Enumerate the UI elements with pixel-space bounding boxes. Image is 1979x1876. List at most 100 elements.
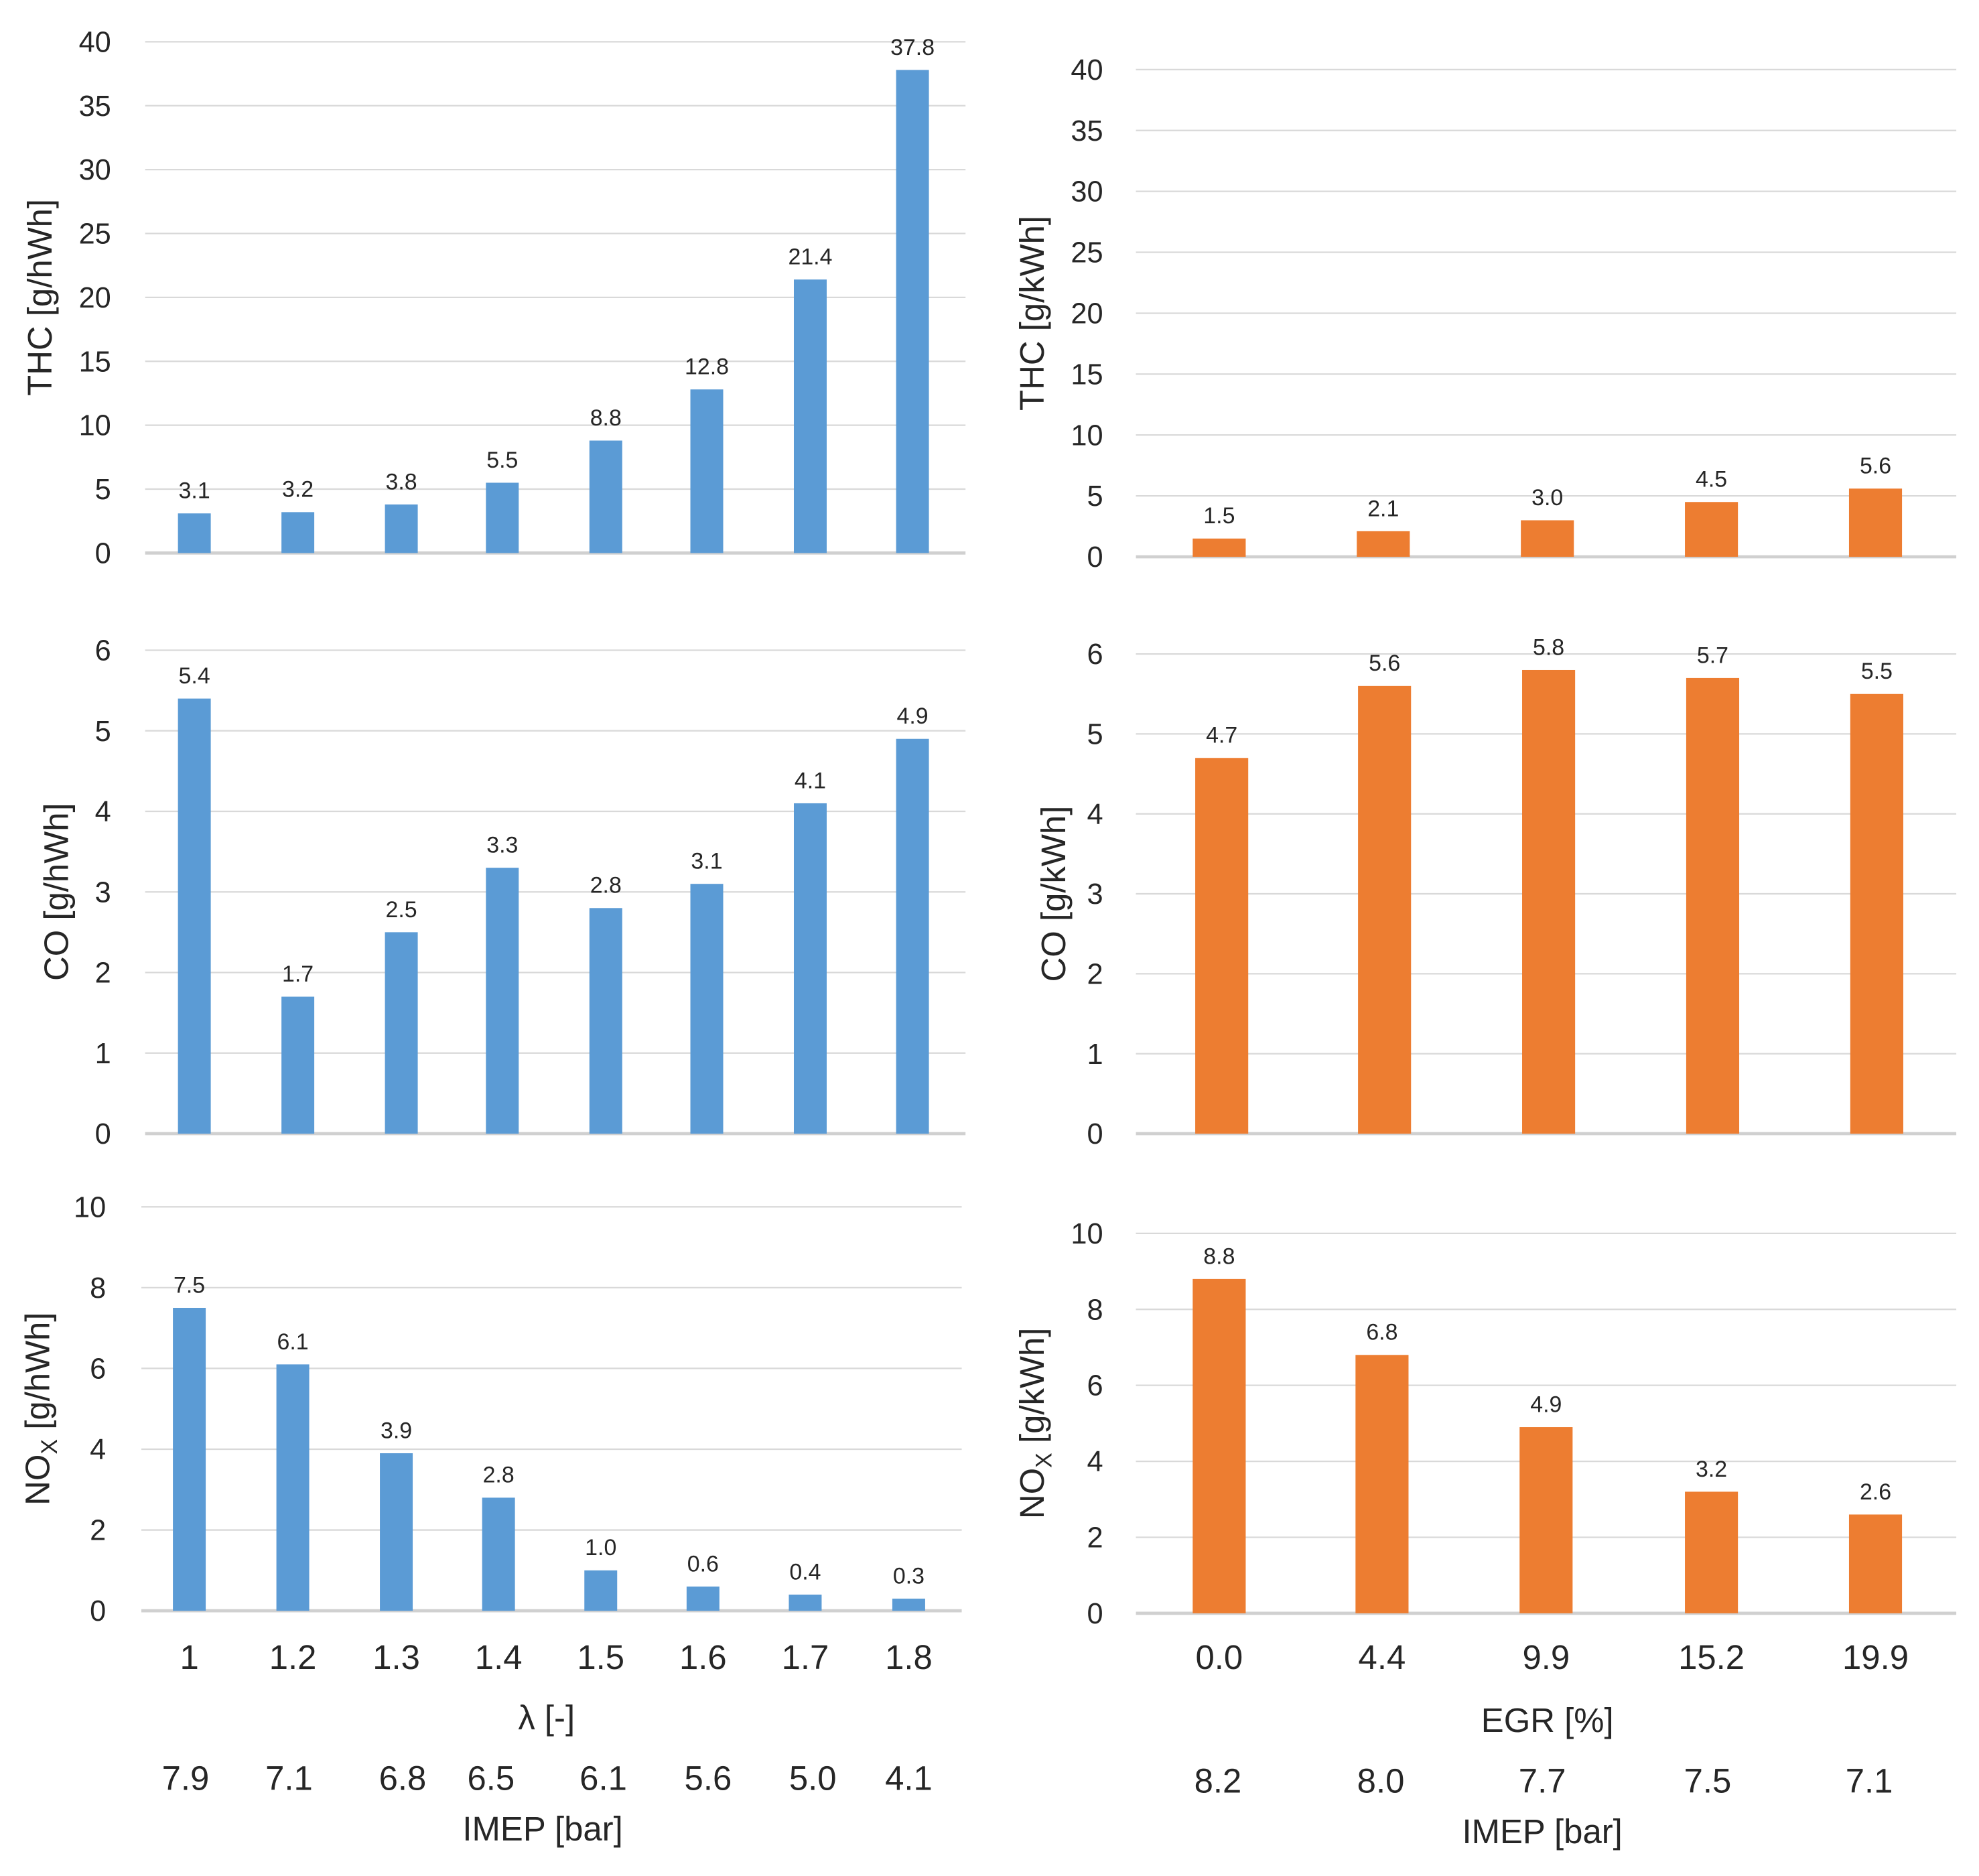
bar-1.2: [281, 512, 315, 553]
imep-value: 7.1: [265, 1759, 313, 1798]
y-axis-title-rest: [g/hWh]: [18, 1313, 56, 1439]
data-label: 2.1: [1367, 496, 1399, 521]
bar-1.4: [486, 482, 519, 553]
x-tick-label: 1.3: [372, 1638, 420, 1676]
data-label: 0.6: [687, 1551, 719, 1577]
y-axis-title: CO [g/hWh]: [38, 803, 76, 981]
chart-co-egr: 0 1 2 3 4 5 6 4.7 5.6 5.8 5.7 5.5 CO [g/kWh]: [1034, 634, 1957, 1150]
y-tick-label: 20: [79, 282, 111, 314]
bar-1.3: [380, 1453, 413, 1611]
y-tick-label: 8: [90, 1272, 106, 1304]
y-tick-label: 10: [1071, 1218, 1103, 1250]
bar-1.3: [385, 504, 418, 553]
data-label: 2.6: [1860, 1479, 1891, 1505]
y-tick-label: 1: [95, 1038, 111, 1070]
bar-0.0: [1192, 538, 1246, 557]
bar-1.4: [482, 1497, 515, 1611]
bar-1: [178, 513, 211, 553]
subscript-x: X: [37, 1439, 62, 1455]
data-label: 3.0: [1531, 485, 1563, 511]
chart-nox-egr: 0 2 4 6 8 10 8.8 6.8 4.9 3.2 2.6 NOX [g/kWh] 0.0 4.4 9…: [1013, 1218, 1957, 1851]
y-tick-label: 0: [1087, 1598, 1103, 1630]
data-label: 21.4: [788, 245, 832, 270]
bar-4.4: [1357, 531, 1410, 557]
y-tick-label: 20: [1071, 298, 1103, 330]
bar-9.9: [1522, 669, 1576, 1134]
y-tick-label: 2: [1087, 1522, 1103, 1554]
bar-1.3: [385, 932, 418, 1134]
bar-1.5: [589, 908, 622, 1134]
bar-1.7: [793, 803, 827, 1134]
y-tick-label: 6: [95, 635, 111, 667]
x-tick-label: 1.5: [577, 1638, 624, 1676]
y-tick-label: 2: [90, 1515, 106, 1547]
x-axis-title: EGR [%]: [1481, 1701, 1614, 1739]
data-label: 3.2: [282, 477, 314, 503]
y-tick-label: 30: [1071, 176, 1103, 208]
bar-1.8: [896, 738, 929, 1134]
imep-value: 6.5: [467, 1759, 515, 1798]
y-tick-label: 0: [1087, 1118, 1103, 1150]
bar-1.2: [276, 1364, 310, 1611]
chart-thc-egr: 0 5 10 15 20 25 30 35 40 1.5 2.1 3.0 4.5 5.6 THC [g/kW…: [1013, 54, 1957, 574]
x-tick-label: 9.9: [1522, 1638, 1570, 1676]
y-tick-label: 4: [95, 796, 111, 828]
data-label: 3.2: [1696, 1457, 1727, 1482]
data-label: 0.4: [789, 1559, 821, 1585]
y-tick-label: 0: [1087, 541, 1103, 574]
imep-value: 7.7: [1519, 1761, 1566, 1800]
y-tick-label: 25: [79, 218, 111, 251]
y-tick-label: 40: [1071, 54, 1103, 86]
imep-value: 8.0: [1357, 1761, 1405, 1800]
data-label: 3.3: [486, 833, 518, 858]
bar-1.6: [690, 884, 724, 1134]
imep-value: 7.1: [1846, 1761, 1893, 1800]
x-tick-label: 1.7: [782, 1638, 829, 1676]
data-label: 5.7: [1697, 643, 1728, 668]
x-tick-label: 4.4: [1359, 1638, 1406, 1676]
imep-value: 8.2: [1195, 1761, 1242, 1800]
y-tick-label: 3: [95, 876, 111, 909]
x-tick-label: 1.8: [885, 1638, 933, 1676]
y-tick-label: 35: [1071, 115, 1103, 147]
x-tick-label: 15.2: [1678, 1638, 1745, 1676]
imep-value: 7.5: [1684, 1761, 1732, 1800]
imep-axis-title: IMEP [bar]: [462, 1810, 622, 1848]
chart-co-lambda: 0 1 2 3 4 5 6 5.4 1.7 2.5 3.3 2.8 3.1 4.1 4.9 CO [g/hWh…: [38, 635, 966, 1150]
imep-value: 7.9: [162, 1759, 210, 1798]
data-label: 4.5: [1696, 467, 1727, 492]
y-axis-title: CO [g/kWh]: [1034, 806, 1073, 982]
data-label: 4.9: [1530, 1392, 1562, 1417]
y-tick-label: 1: [1087, 1038, 1103, 1071]
imep-value: 5.6: [685, 1759, 732, 1798]
data-label: 4.9: [897, 704, 929, 729]
data-label: 7.5: [174, 1272, 205, 1298]
y-tick-label: 3: [1087, 878, 1103, 911]
bar-1.8: [896, 70, 929, 553]
bar-1.2: [281, 996, 315, 1134]
y-axis-title: NOX [g/kWh]: [1013, 1328, 1056, 1519]
data-label: 5.5: [486, 448, 518, 473]
y-tick-label: 15: [1071, 358, 1103, 391]
y-tick-label: 10: [1071, 419, 1103, 452]
chart-nox-lambda: 0 2 4 6 8 10 7.5 6.1 3.9 2.8 1.0 0.6 0.4 0.3 NOX [g/hW…: [18, 1191, 962, 1848]
y-tick-label: 0: [95, 1118, 111, 1150]
y-tick-label: 30: [79, 154, 111, 186]
y-tick-label: 5: [1087, 480, 1103, 513]
subscript-x: X: [1031, 1453, 1056, 1468]
data-label: 5.4: [179, 663, 210, 689]
y-tick-label: 10: [79, 410, 111, 442]
y-tick-label: 0: [95, 537, 111, 570]
imep-value: 4.1: [885, 1759, 933, 1798]
bar-15.2: [1685, 502, 1738, 557]
bar-19.9: [1850, 693, 1903, 1134]
x-axis-title: λ [-]: [518, 1698, 575, 1737]
bar-1.6: [690, 389, 724, 553]
data-label: 3.1: [691, 849, 722, 874]
bar-1.6: [686, 1586, 720, 1611]
y-tick-label: 6: [1087, 639, 1103, 671]
imep-value: 6.8: [379, 1759, 427, 1798]
y-tick-label: 2: [95, 957, 111, 990]
bar-4.4: [1358, 685, 1412, 1134]
